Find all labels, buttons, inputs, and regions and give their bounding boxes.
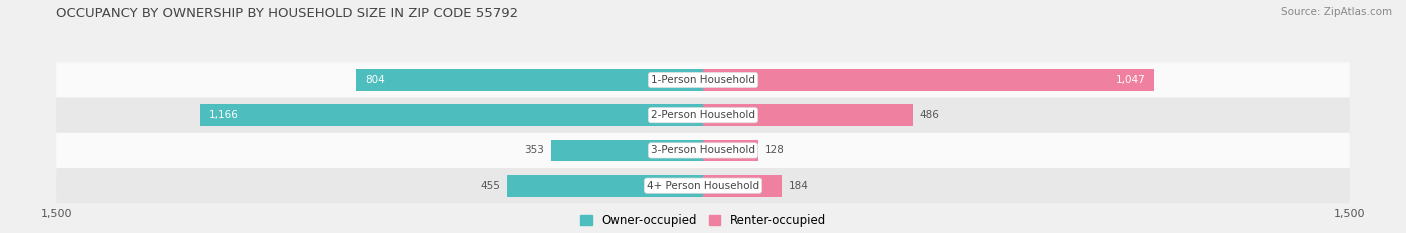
Bar — [703, 69, 1154, 91]
Text: 455: 455 — [481, 181, 501, 191]
FancyBboxPatch shape — [56, 62, 1350, 98]
FancyBboxPatch shape — [56, 133, 1350, 168]
Text: 128: 128 — [765, 145, 785, 155]
Text: 486: 486 — [920, 110, 939, 120]
Text: 3-Person Household: 3-Person Household — [651, 145, 755, 155]
Text: 4+ Person Household: 4+ Person Household — [647, 181, 759, 191]
Text: 1,047: 1,047 — [1116, 75, 1146, 85]
Bar — [506, 175, 703, 197]
Text: Source: ZipAtlas.com: Source: ZipAtlas.com — [1281, 7, 1392, 17]
Bar — [356, 69, 703, 91]
Legend: Owner-occupied, Renter-occupied: Owner-occupied, Renter-occupied — [579, 214, 827, 227]
FancyBboxPatch shape — [56, 168, 1350, 203]
Text: 2-Person Household: 2-Person Household — [651, 110, 755, 120]
Bar — [200, 104, 703, 126]
Bar — [703, 175, 782, 197]
Bar — [703, 104, 912, 126]
Bar — [551, 140, 703, 161]
Text: OCCUPANCY BY OWNERSHIP BY HOUSEHOLD SIZE IN ZIP CODE 55792: OCCUPANCY BY OWNERSHIP BY HOUSEHOLD SIZE… — [56, 7, 519, 20]
Text: 1-Person Household: 1-Person Household — [651, 75, 755, 85]
Text: 1,166: 1,166 — [209, 110, 239, 120]
Text: 804: 804 — [366, 75, 385, 85]
Text: 184: 184 — [789, 181, 808, 191]
Bar — [703, 140, 758, 161]
FancyBboxPatch shape — [56, 98, 1350, 133]
Text: 353: 353 — [524, 145, 544, 155]
